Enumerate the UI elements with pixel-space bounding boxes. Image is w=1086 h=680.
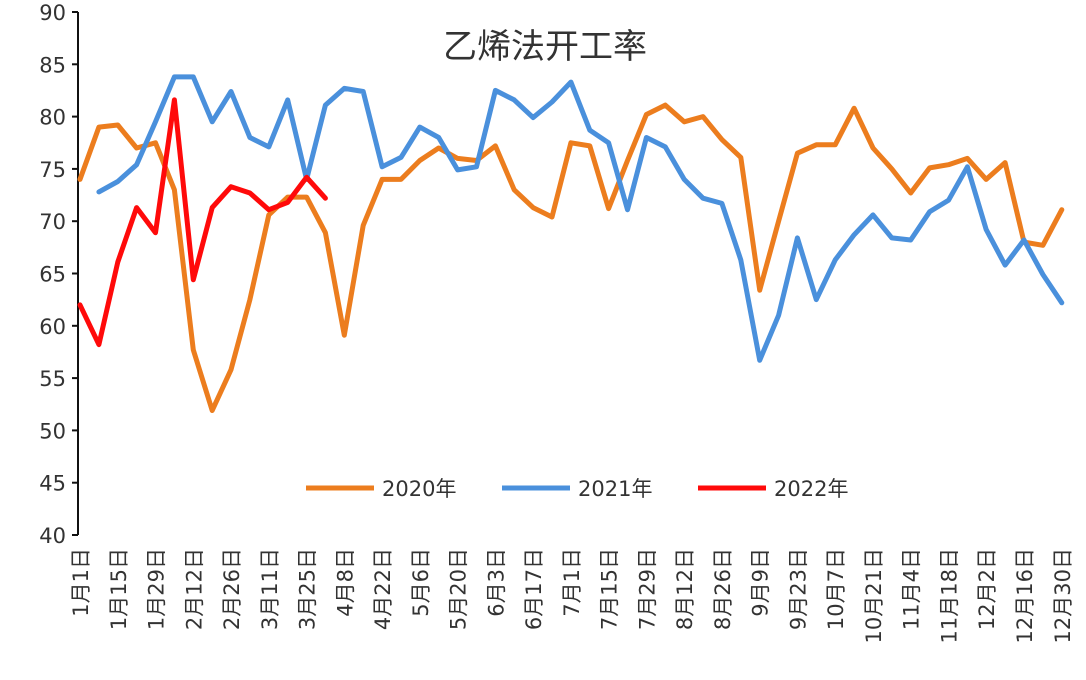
x-tick-label: 1月1日 <box>69 548 93 617</box>
x-tick-label: 4月22日 <box>371 548 395 630</box>
x-tick-label: 8月12日 <box>673 548 697 630</box>
x-tick-label: 3月25日 <box>296 548 320 630</box>
y-tick-label: 90 <box>39 1 66 25</box>
x-tick-label: 8月26日 <box>711 548 735 630</box>
y-tick-label: 60 <box>39 315 66 339</box>
y-tick-label: 80 <box>39 106 66 130</box>
series-line-2021年 <box>96 74 1065 363</box>
x-tick-label: 11月18日 <box>937 548 961 643</box>
x-tick-label: 1月15日 <box>107 548 131 630</box>
x-tick-label: 11月4日 <box>900 548 924 630</box>
x-tick-label: 5月20日 <box>447 548 471 630</box>
series-lines <box>77 74 1065 413</box>
y-tick-label: 75 <box>39 158 66 182</box>
x-axis: 1月1日 1月15日 1月29日 2月12日 2月26日 3月11日 3月25日 4月8日 4月… <box>69 548 1075 643</box>
x-tick-label: 4月8日 <box>333 548 357 617</box>
x-tick-label: 10月21日 <box>862 548 886 643</box>
legend: 2020年 2021年 2022年 <box>306 477 848 501</box>
y-tick-label: 70 <box>39 210 66 234</box>
x-tick-label: 6月17日 <box>522 548 546 630</box>
x-tick-label: 12月30日 <box>1051 548 1075 643</box>
x-tick-label: 9月23日 <box>786 548 810 630</box>
x-tick-label: 12月2日 <box>975 548 999 630</box>
y-tick-label: 45 <box>39 472 66 496</box>
y-tick-label: 50 <box>39 419 66 443</box>
y-tick-label: 85 <box>39 53 66 77</box>
x-tick-label: 3月11日 <box>258 548 282 630</box>
x-tick-label: 5月6日 <box>409 548 433 617</box>
chart-title: 乙烯法开工率 <box>443 27 647 67</box>
x-tick-label: 2月12日 <box>182 548 206 630</box>
y-tick-label: 40 <box>39 524 66 548</box>
x-tick-label: 6月3日 <box>484 548 508 617</box>
x-tick-label: 7月1日 <box>560 548 584 617</box>
x-tick-label: 9月9日 <box>749 548 773 617</box>
series-line-2020年 <box>77 102 1065 413</box>
x-tick-label: 12月16日 <box>1013 548 1037 643</box>
x-tick-label: 10月7日 <box>824 548 848 630</box>
x-tick-label: 2月26日 <box>220 548 244 630</box>
x-tick-label: 7月15日 <box>598 548 622 630</box>
y-axis: 40 45 50 55 60 65 70 75 80 85 90 <box>39 1 79 548</box>
series-line-2022年 <box>77 97 328 348</box>
x-tick-label: 7月29日 <box>635 548 659 630</box>
legend-label: 2021年 <box>578 477 652 501</box>
legend-label: 2022年 <box>774 477 848 501</box>
y-tick-label: 55 <box>39 367 66 391</box>
legend-label: 2020年 <box>382 477 456 501</box>
y-tick-label: 65 <box>39 263 66 287</box>
x-tick-label: 1月29日 <box>145 548 169 630</box>
